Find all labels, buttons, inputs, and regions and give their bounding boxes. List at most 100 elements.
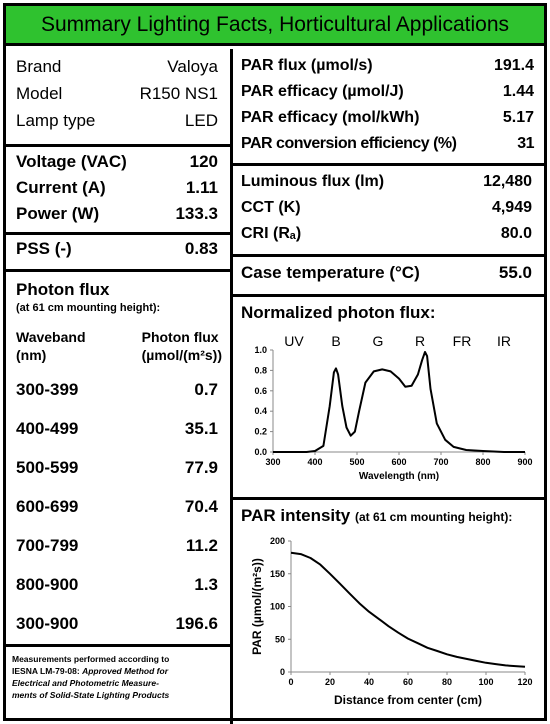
x-tick-label: 500: [349, 457, 364, 467]
footnote-line4: ments of Solid-State Lighting Products: [12, 690, 170, 700]
band-label: FR: [453, 333, 472, 349]
y-tick-label: 0.0: [254, 447, 267, 457]
lighting-facts-label: Summary Lighting Facts, Horticultural Ap…: [3, 3, 547, 724]
flux-cell: 35.1: [184, 419, 218, 438]
flux-cell: 0.7: [194, 380, 218, 399]
measurement-footnote: Measurements performed according to IESN…: [6, 647, 233, 724]
y-tick-label: 50: [275, 634, 285, 644]
y-tick-label: 200: [270, 536, 285, 546]
y-tick-label: 150: [270, 569, 285, 579]
waveband-cell: 300-900: [16, 614, 79, 633]
case-temperature-value: 55.0: [498, 263, 532, 282]
electrical-value: 120: [189, 152, 218, 171]
table-row: 700-799 11.2: [16, 536, 222, 575]
x-tick-label: 800: [475, 457, 490, 467]
spec-label: Lamp type: [16, 111, 96, 130]
pss-label: PSS (-): [16, 239, 72, 258]
pss-box: PSS (-) 0.83: [6, 235, 233, 272]
par-intensity-chart-subtitle: (at 61 cm mounting height):: [355, 510, 513, 524]
electrical-row-voltage: Voltage (VAC) 120: [16, 152, 218, 178]
waveband-cell: 600-699: [16, 497, 79, 516]
spec-value: LED: [184, 111, 218, 130]
spec-value: R150 NS1: [139, 84, 218, 103]
waveband-header-line2: (nm): [16, 347, 47, 363]
table-row-total: 300-900 196.6: [16, 614, 222, 653]
band-label: UV: [284, 333, 304, 349]
photometric-value: 4,949: [491, 199, 532, 216]
spec-row-lamp-type: Lamp type LED: [16, 111, 218, 138]
par-label: PAR efficacy (mol/kWh): [241, 109, 420, 126]
par-row-efficacy-mol: PAR efficacy (mol/kWh) 5.17: [241, 109, 534, 135]
spectrum-chart-title: Normalized photon flux:: [241, 303, 436, 322]
footnote-line2: IESNA LM-79-08: Approved Method for: [12, 665, 226, 677]
par-row-conversion: PAR conversion efficiency (%) 31: [241, 135, 534, 161]
y-tick-label: 0.4: [254, 406, 267, 416]
x-tick-label: 40: [364, 677, 374, 687]
photometric-row-cri: CRI (Rₐ) 80.0: [241, 225, 532, 251]
par-row-flux: PAR flux (µmol/s) 191.4: [241, 57, 534, 83]
band-label: R: [415, 333, 425, 349]
par-intensity-chart-title-row: PAR intensity (at 61 cm mounting height)…: [241, 506, 544, 526]
footnote-line1: Measurements performed according to: [12, 654, 170, 664]
photon-flux-title: Photon flux: [16, 280, 110, 299]
photometric-row-lumens: Luminous flux (lm) 12,480: [241, 173, 532, 199]
waveband-cell: 800-900: [16, 575, 79, 594]
band-label: IR: [497, 333, 511, 349]
product-specs: Brand Valoya Model R150 NS1 Lamp type LED: [6, 49, 233, 147]
electrical-specs: Voltage (VAC) 120 Current (A) 1.11 Power (…: [6, 147, 233, 235]
waveband-header-line1: Waveband: [16, 329, 86, 345]
waveband-cell: 400-499: [16, 419, 79, 438]
photometric-label: CCT (K): [241, 199, 301, 216]
par-value: 31: [517, 135, 534, 152]
spec-label: Model: [16, 84, 63, 103]
photometric-metrics: Luminous flux (lm) 12,480 CCT (K) 4,949 CR…: [233, 166, 544, 257]
footnote-line2-italic: Approved Method for: [82, 666, 169, 676]
par-label: PAR conversion efficiency (%): [241, 135, 457, 152]
table-row: 300-399 0.7: [16, 380, 222, 419]
band-label: B: [331, 333, 340, 349]
photon-flux-rows: 300-399 0.7 400-499 35.1 500-599 77.9 600-6…: [16, 380, 222, 653]
photometric-value: 12,480: [483, 173, 532, 190]
pss-value: 0.83: [184, 239, 218, 258]
case-temperature-label: Case temperature (°C): [241, 263, 420, 282]
waveband-header: Waveband (nm): [16, 328, 86, 364]
pss-row: PSS (-) 0.83: [16, 239, 218, 259]
par-row-efficacy-umol: PAR efficacy (µmol/J) 1.44: [241, 83, 534, 109]
data-series-line: [273, 351, 525, 453]
electrical-row-power: Power (W) 133.3: [16, 204, 218, 230]
photometric-row-cct: CCT (K) 4,949: [241, 199, 532, 225]
par-intensity-chart-title: PAR intensity: [241, 506, 351, 525]
x-tick-label: 400: [307, 457, 322, 467]
x-tick-label: 700: [433, 457, 448, 467]
par-intensity-chart: 0 20 40 60 80 100 120 0 50 100 150 200 Distance from…: [250, 536, 533, 707]
photon-flux-header: Photon flux (µmol/(m²s)): [142, 328, 222, 364]
case-temperature-box: Case temperature (°C) 55.0: [233, 257, 544, 297]
x-axis-label: Distance from center (cm): [334, 693, 482, 707]
par-value: 191.4: [493, 57, 534, 74]
par-value: 1.44: [502, 83, 534, 100]
par-label: PAR efficacy (µmol/J): [241, 83, 404, 100]
flux-cell: 1.3: [194, 575, 218, 594]
photon-flux-header-line2: (µmol/(m²s)): [141, 347, 222, 363]
electrical-row-current: Current (A) 1.11: [16, 178, 218, 204]
x-tick-label: 60: [403, 677, 413, 687]
electrical-label: Power (W): [16, 204, 100, 223]
par-label: PAR flux (µmol/s): [241, 57, 373, 74]
y-tick-label: 0: [280, 667, 285, 677]
waveband-cell: 300-399: [16, 380, 79, 399]
flux-cell: 77.9: [184, 458, 218, 477]
y-tick-label: 100: [270, 602, 285, 612]
data-series-line: [290, 551, 526, 668]
photon-flux-header-line1: Photon flux: [141, 329, 219, 345]
spectrum-chart-box: Normalized photon flux: 300 400 500 600 700 8…: [233, 297, 544, 500]
x-tick-label: 120: [517, 677, 532, 687]
flux-cell: 196.6: [175, 614, 218, 633]
y-tick-label: 0.2: [254, 427, 267, 437]
spec-row-model: Model R150 NS1: [16, 84, 218, 111]
spec-label: Brand: [16, 57, 62, 76]
footnote-line3: Electrical and Photometric Measure-: [12, 678, 159, 688]
y-tick-label: 0.6: [254, 386, 267, 396]
par-metrics: PAR flux (µmol/s) 191.4 PAR efficacy (µmo…: [233, 49, 544, 166]
electrical-label: Current (A): [16, 178, 106, 197]
photometric-label: Luminous flux (lm): [241, 173, 385, 190]
